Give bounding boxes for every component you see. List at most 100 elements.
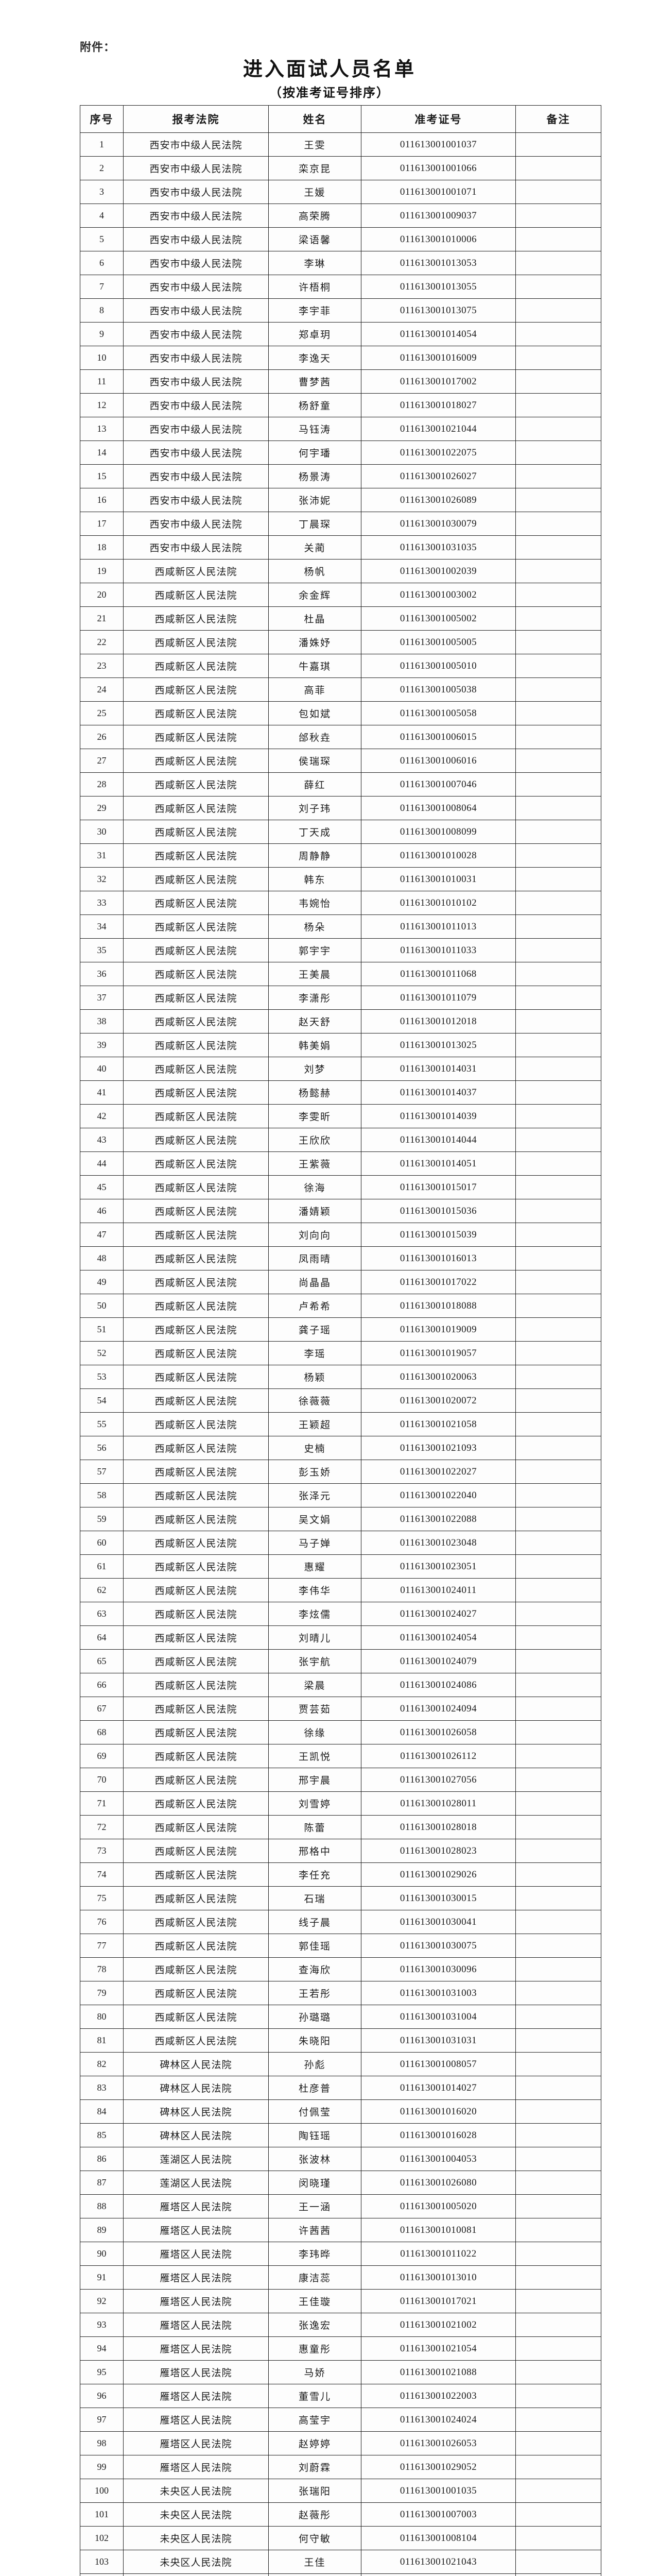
table-row: 59 西咸新区人民法院 吴文娟 011613001022088 <box>80 1507 601 1531</box>
cell-court: 西咸新区人民法院 <box>123 1815 269 1839</box>
cell-court: 西咸新区人民法院 <box>123 1791 269 1816</box>
cell-ticket-number: 011613001014039 <box>361 1104 516 1128</box>
cell-name: 杨舒童 <box>268 393 361 417</box>
cell-court: 西咸新区人民法院 <box>123 1294 269 1318</box>
table-row: 25 西咸新区人民法院 包如斌 011613001005058 <box>80 701 601 725</box>
cell-ticket-number: 011613001010028 <box>361 843 516 868</box>
cell-remark <box>515 512 601 536</box>
cell-name: 周静静 <box>268 843 361 868</box>
cell-court: 西咸新区人民法院 <box>123 1412 269 1436</box>
cell-name: 李瑶 <box>268 1341 361 1365</box>
table-row: 83 碑林区人民法院 杜彦普 011613001014027 <box>80 2076 601 2100</box>
cell-name: 贾芸茹 <box>268 1697 361 1721</box>
table-row: 2 西安市中级人民法院 栾京昆 011613001001066 <box>80 156 601 180</box>
table-row: 100 未央区人民法院 张瑞阳 011613001001035 <box>80 2479 601 2503</box>
cell-remark <box>515 749 601 773</box>
cell-court: 西咸新区人民法院 <box>123 1057 269 1081</box>
cell-name: 牛嘉琪 <box>268 654 361 678</box>
cell-court: 未央区人民法院 <box>123 2479 269 2503</box>
cell-sequence-number: 69 <box>80 1744 124 1768</box>
table-row: 69 西咸新区人民法院 王凯悦 011613001026112 <box>80 1744 601 1768</box>
cell-name: 王雯 <box>268 132 361 157</box>
cell-sequence-number: 54 <box>80 1388 124 1413</box>
cell-court: 西咸新区人民法院 <box>123 1531 269 1555</box>
table-row: 49 西咸新区人民法院 尚晶晶 011613001017022 <box>80 1270 601 1294</box>
cell-court: 西咸新区人民法院 <box>123 1673 269 1697</box>
cell-ticket-number: 011613001011068 <box>361 962 516 986</box>
cell-court: 西咸新区人民法院 <box>123 1080 269 1105</box>
table-row: 29 西咸新区人民法院 刘子玮 011613001008064 <box>80 796 601 820</box>
cell-court: 西安市中级人民法院 <box>123 156 269 180</box>
cell-name: 刘向向 <box>268 1223 361 1247</box>
cell-ticket-number: 011613001031031 <box>361 2028 516 2053</box>
cell-sequence-number: 37 <box>80 986 124 1010</box>
cell-court: 西咸新区人民法院 <box>123 2028 269 2053</box>
cell-court: 西咸新区人民法院 <box>123 1862 269 1887</box>
cell-remark <box>515 1934 601 1958</box>
cell-name: 线子晨 <box>268 1910 361 1934</box>
cell-ticket-number: 011613001027056 <box>361 1768 516 1792</box>
cell-court: 西安市中级人民法院 <box>123 393 269 417</box>
table-row: 12 西安市中级人民法院 杨舒童 011613001018027 <box>80 393 601 417</box>
cell-sequence-number: 104 <box>80 2573 124 2576</box>
cell-court: 雁塔区人民法院 <box>123 2431 269 2455</box>
column-header-name: 姓名 <box>268 105 361 133</box>
cell-sequence-number: 47 <box>80 1223 124 1247</box>
cell-remark <box>515 204 601 228</box>
cell-court: 雁塔区人民法院 <box>123 2194 269 2218</box>
page-title: 进入面试人员名单 <box>242 59 416 80</box>
cell-ticket-number: 011613001012018 <box>361 1009 516 1033</box>
cell-sequence-number: 94 <box>80 2336 124 2361</box>
cell-court: 西咸新区人民法院 <box>123 559 269 583</box>
cell-ticket-number: 011613001021088 <box>361 2360 516 2384</box>
cell-sequence-number: 9 <box>80 322 124 346</box>
table-row: 90 雁塔区人民法院 李玮晔 011613001011022 <box>80 2242 601 2266</box>
cell-remark <box>515 1199 601 1223</box>
cell-name: 徐缘 <box>268 1720 361 1744</box>
interview-roster-table: 序号 报考法院 姓名 准考证号 备注 1 西安市中级人民法院 王雯 011613001… <box>80 105 601 2576</box>
table-row: 28 西咸新区人民法院 薛红 011613001007046 <box>80 772 601 796</box>
cell-sequence-number: 10 <box>80 346 124 370</box>
cell-ticket-number: 011613001021093 <box>361 1436 516 1460</box>
cell-ticket-number: 011613001031004 <box>361 2005 516 2029</box>
cell-sequence-number: 18 <box>80 535 124 560</box>
cell-court: 西咸新区人民法院 <box>123 654 269 678</box>
cell-name: 陶钰瑶 <box>268 2123 361 2147</box>
cell-remark <box>515 1720 601 1744</box>
cell-ticket-number: 011613001005010 <box>361 654 516 678</box>
table-row: 62 西咸新区人民法院 李伟华 011613001024011 <box>80 1578 601 1602</box>
cell-name: 刘晴儿 <box>268 1625 361 1650</box>
cell-sequence-number: 21 <box>80 606 124 631</box>
cell-name: 卢希希 <box>268 1294 361 1318</box>
cell-remark <box>515 1057 601 1081</box>
cell-ticket-number: 011613001014031 <box>361 1057 516 1081</box>
cell-remark <box>515 1080 601 1105</box>
cell-court: 西咸新区人民法院 <box>123 1839 269 1863</box>
cell-remark <box>515 2360 601 2384</box>
cell-sequence-number: 1 <box>80 132 124 157</box>
cell-court: 西咸新区人民法院 <box>123 630 269 654</box>
table-row: 77 西咸新区人民法院 郭佳瑶 011613001030075 <box>80 1934 601 1958</box>
cell-court: 西安市中级人民法院 <box>123 440 269 465</box>
table-row: 1 西安市中级人民法院 王雯 011613001001037 <box>80 132 601 157</box>
cell-name: 马钰涛 <box>268 417 361 441</box>
table-row: 21 西咸新区人民法院 杜晶 011613001005002 <box>80 606 601 631</box>
table-row: 60 西咸新区人民法院 马子婵 011613001023048 <box>80 1531 601 1555</box>
cell-ticket-number: 011613001001035 <box>361 2479 516 2503</box>
cell-ticket-number: 011613001024094 <box>361 1697 516 1721</box>
column-header-note: 备注 <box>515 105 601 133</box>
cell-remark <box>515 1578 601 1602</box>
cell-name: 王媛 <box>268 180 361 204</box>
cell-ticket-number: 011613001010006 <box>361 227 516 251</box>
table-row: 31 西咸新区人民法院 周静静 011613001010028 <box>80 843 601 868</box>
cell-ticket-number: 011613001010081 <box>361 2218 516 2242</box>
table-row: 52 西咸新区人民法院 李瑶 011613001019057 <box>80 1341 601 1365</box>
cell-ticket-number: 011613001016028 <box>361 2123 516 2147</box>
cell-court: 未央区人民法院 <box>123 2573 269 2576</box>
cell-name: 包如斌 <box>268 701 361 725</box>
cell-remark <box>515 156 601 180</box>
cell-sequence-number: 75 <box>80 1886 124 1910</box>
cell-remark <box>515 2431 601 2455</box>
cell-name: 李玮晔 <box>268 2242 361 2266</box>
cell-ticket-number: 011613001031035 <box>361 535 516 560</box>
